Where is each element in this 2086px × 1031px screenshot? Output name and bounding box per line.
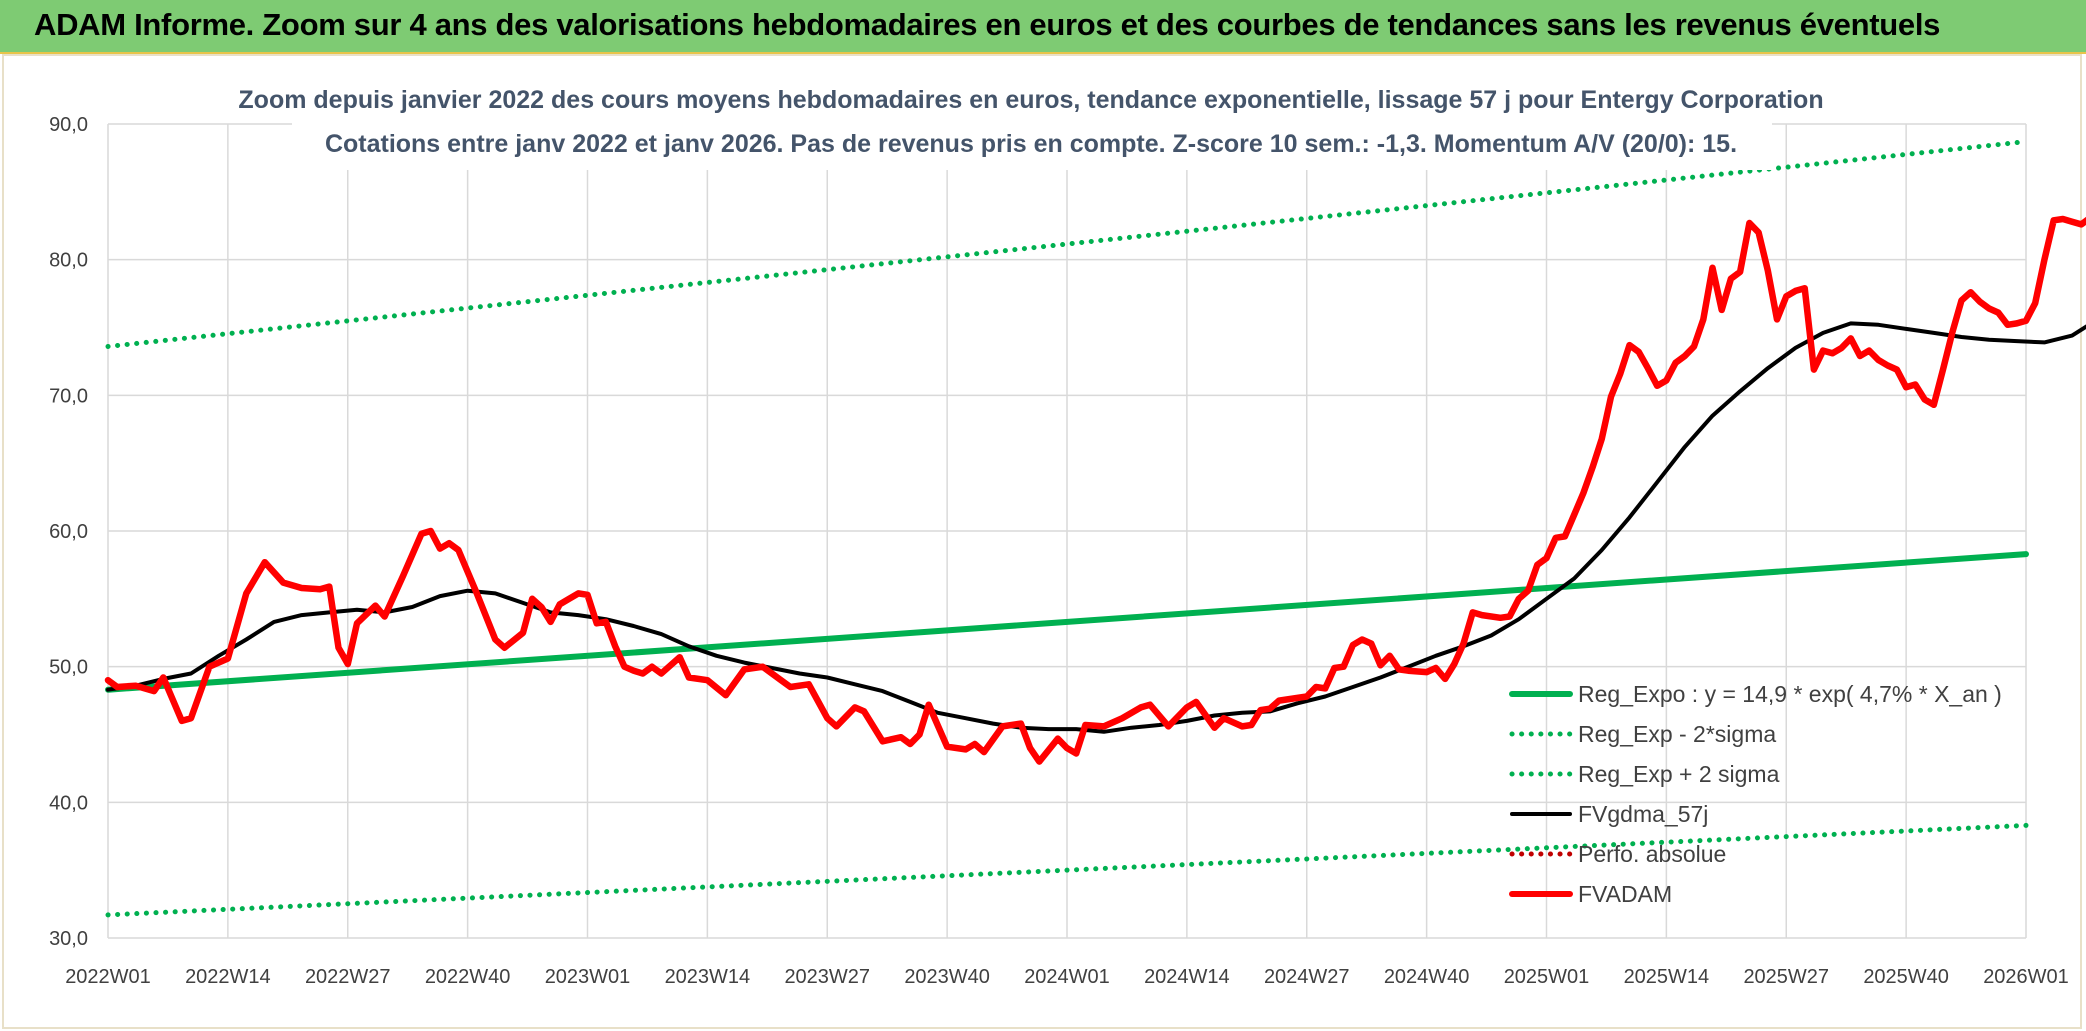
legend-label: FVgdma_57j (1578, 801, 1708, 827)
y-tick-label: 40,0 (49, 792, 88, 814)
chart-subtitle: Cotations entre janv 2022 et janv 2026. … (325, 130, 1737, 158)
x-tick-label: 2022W40 (425, 966, 511, 988)
x-tick-label: 2026W01 (1983, 966, 2069, 988)
banner-title: ADAM Informe. Zoom sur 4 ans des valoris… (34, 7, 1941, 42)
x-tick-label: 2023W40 (904, 966, 990, 988)
x-tick-label: 2025W40 (1863, 966, 1949, 988)
x-tick-label: 2023W27 (784, 966, 870, 988)
chart-ticks: 30,0 40,0 50,0 60,0 70,0 80,0 90,0 2022W01 2022W… (49, 114, 2069, 988)
series-line-3 (106, 321, 2086, 734)
x-tick-label: 2023W14 (665, 966, 751, 988)
chart-frame (2, 54, 2082, 1029)
legend-label: Reg_Exp + 2 sigma (1578, 761, 1780, 787)
legend-label: Reg_Expo : y = 14,9 * exp( 4,7% * X_an ) (1578, 681, 2002, 707)
x-tick-label: 2025W14 (1624, 966, 1710, 988)
x-tick-label: 2024W27 (1264, 966, 1350, 988)
x-tick-label: 2022W27 (305, 966, 391, 988)
y-tick-label: 30,0 (49, 928, 88, 950)
chart-title: Zoom depuis janvier 2022 des cours moyen… (238, 86, 1823, 114)
legend-label: Reg_Exp - 2*sigma (1578, 721, 1776, 747)
title-banner: ADAM Informe. Zoom sur 4 ans des valoris… (0, 0, 2086, 54)
x-tick-label: 2024W40 (1384, 966, 1470, 988)
legend-label: Perfo. absolue (1578, 841, 1726, 867)
chart-grid (107, 123, 2027, 939)
y-tick-label: 50,0 (49, 657, 88, 679)
x-tick-label: 2023W01 (545, 966, 631, 988)
series-line-1 (105, 822, 2029, 918)
chart-series (104, 139, 2086, 918)
y-tick-label: 80,0 (49, 250, 88, 272)
series-line-0 (105, 551, 2029, 693)
x-tick-label: 2024W01 (1024, 966, 1110, 988)
series-line-5 (104, 215, 2086, 765)
y-tick-label: 90,0 (49, 114, 88, 136)
chart-legend: Reg_Expo : y = 14,9 * exp( 4,7% * X_an )… (1509, 681, 2002, 907)
x-tick-label: 2025W01 (1504, 966, 1590, 988)
title-background (292, 78, 1772, 170)
legend-label: FVADAM (1578, 881, 1672, 907)
x-tick-label: 2022W14 (185, 966, 271, 988)
x-tick-label: 2024W14 (1144, 966, 1230, 988)
x-tick-label: 2022W01 (65, 966, 151, 988)
y-tick-label: 70,0 (49, 385, 88, 407)
y-tick-label: 60,0 (49, 521, 88, 543)
x-tick-label: 2025W27 (1743, 966, 1829, 988)
